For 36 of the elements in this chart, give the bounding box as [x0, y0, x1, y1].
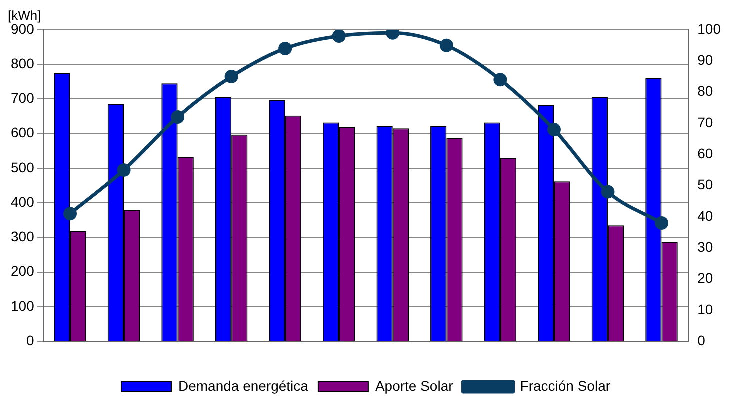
point	[494, 73, 508, 87]
point	[547, 122, 561, 136]
y2-tick-label: 30	[698, 238, 714, 255]
y-tick-label: 800	[11, 55, 35, 72]
y2-tick-label: 90	[698, 52, 714, 68]
y2-tick-label: 10	[698, 301, 714, 318]
y2-tick-label: 0	[698, 332, 706, 348]
y-tick-label: 900	[11, 20, 35, 37]
y-axis-title: [kWh]	[8, 8, 42, 24]
y2-tick-label: 60	[698, 146, 714, 162]
y-tick-label: 700	[11, 90, 35, 106]
point	[171, 110, 185, 124]
y-tick-label: 300	[11, 228, 35, 245]
y-tick-label: 100	[11, 298, 35, 314]
point	[655, 216, 669, 230]
point	[63, 207, 77, 221]
y-tick-label: 600	[11, 124, 35, 141]
point	[332, 30, 346, 43]
point	[224, 70, 238, 84]
y2-tick-label: 50	[698, 176, 714, 193]
point	[601, 185, 615, 199]
y2-tick-label: 100	[698, 20, 722, 37]
legend-label: Aporte Solar	[375, 378, 454, 394]
point	[278, 42, 292, 56]
y2-tick-label: 20	[698, 270, 714, 286]
point	[440, 38, 454, 52]
y2-tick-label: 40	[698, 208, 714, 224]
y-tick-label: 200	[11, 263, 35, 280]
y2-tick-label: 80	[698, 83, 714, 100]
legend-label: Fracción Solar	[520, 378, 611, 394]
legend-label: Demanda energética	[178, 378, 309, 394]
y2-tick-label: 70	[698, 114, 714, 130]
y-tick-label: 400	[11, 194, 35, 210]
point	[117, 163, 131, 177]
y-tick-label: 500	[11, 159, 35, 176]
y-tick-label: 0	[26, 332, 35, 348]
